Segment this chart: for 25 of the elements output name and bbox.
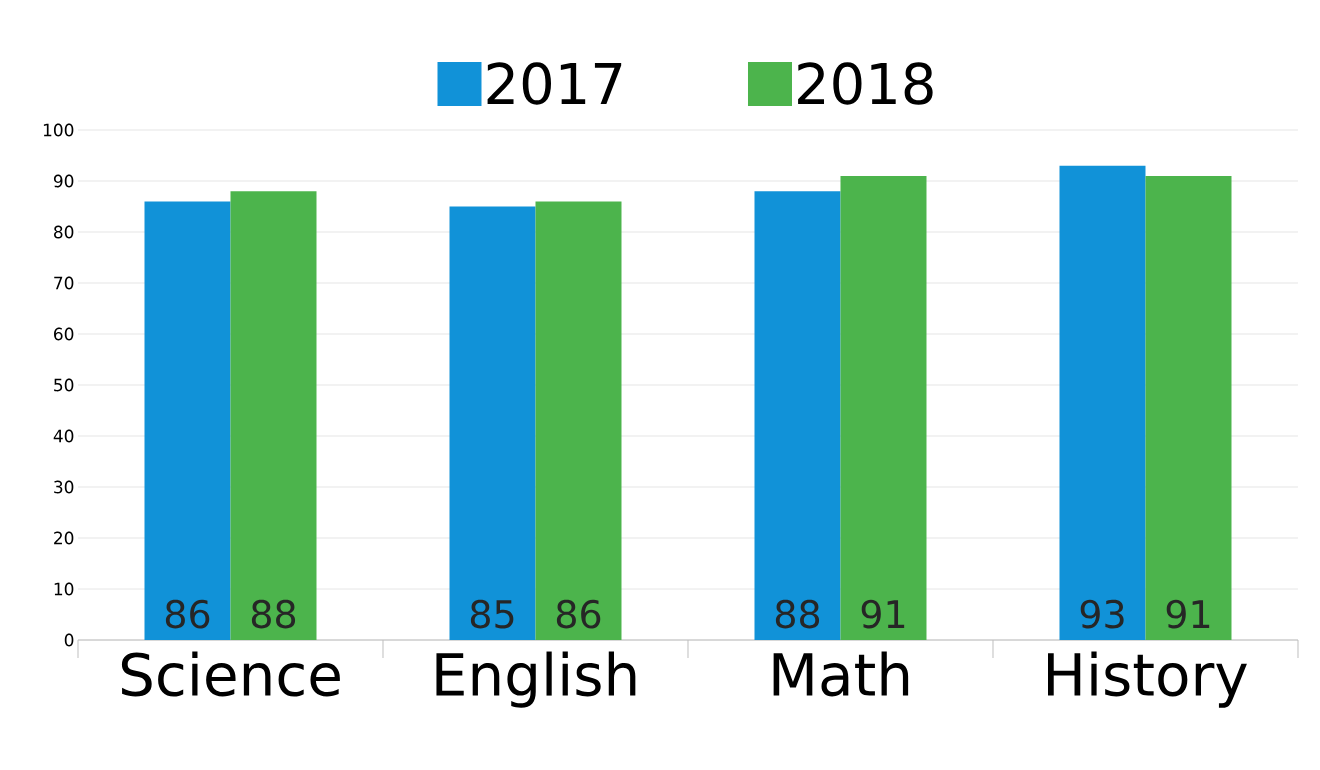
x-tick-label: History xyxy=(1048,651,1247,708)
x-tick-label: English xyxy=(436,651,636,708)
y-tick-label: 100 xyxy=(43,123,74,137)
y-tick-label: 60 xyxy=(54,327,74,341)
data-label: 86 xyxy=(556,599,601,629)
legend-label: 2017 xyxy=(487,62,622,105)
data-label: 91 xyxy=(1166,599,1210,629)
data-label: 88 xyxy=(775,599,820,629)
y-tick-label: 70 xyxy=(54,276,74,290)
data-label: 93 xyxy=(1080,599,1124,629)
y-tick-label: 0 xyxy=(64,633,74,647)
y-tick-label: 90 xyxy=(53,174,74,188)
y-tick-label: 30 xyxy=(54,480,74,494)
data-label: 86 xyxy=(165,599,210,629)
data-label: 85 xyxy=(470,599,514,629)
y-tick-label: 50 xyxy=(54,378,74,392)
x-tick-label: Science xyxy=(121,651,340,697)
y-tick-label: 40 xyxy=(53,429,74,443)
y-tick-label: 20 xyxy=(54,531,74,545)
legend-label: 2018 xyxy=(798,62,933,105)
y-tick-label: 80 xyxy=(54,225,74,239)
y-tick-label: 10 xyxy=(54,582,74,596)
data-label: 91 xyxy=(861,599,905,629)
x-tick-label: Math xyxy=(773,651,909,697)
data-label: 88 xyxy=(251,599,296,629)
